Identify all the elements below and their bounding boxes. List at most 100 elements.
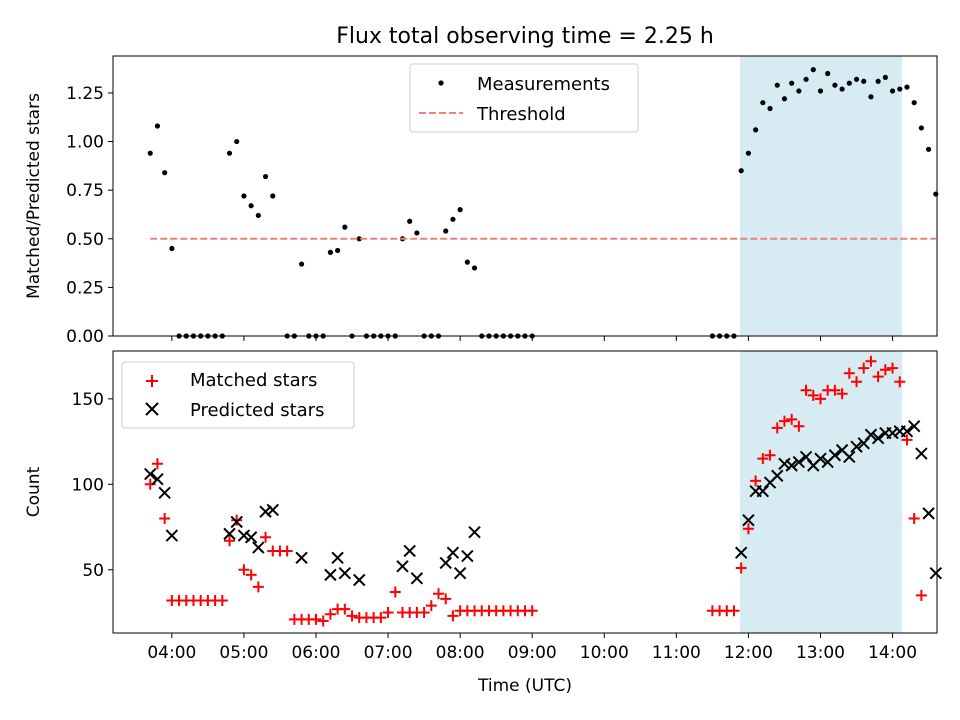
- x-tick-label: 09:00: [508, 643, 557, 663]
- measurement-point: [825, 70, 831, 77]
- y-tick-label: 100: [72, 475, 104, 495]
- measurement-point: [356, 236, 362, 242]
- matched-point: [310, 613, 322, 625]
- predicted-point: [396, 560, 409, 573]
- predicted-point: [850, 440, 863, 453]
- measurement-point: [414, 230, 420, 236]
- predicted-point: [461, 549, 474, 563]
- measurement-point: [270, 193, 276, 199]
- y-tick-label: 0.25: [66, 278, 104, 298]
- bottom-legend-box: [121, 361, 355, 429]
- matched-point: [144, 478, 156, 490]
- measurement-point: [738, 168, 744, 174]
- top-y-axis-label: Matched/Predicted stars: [24, 93, 44, 299]
- matched-point: [728, 605, 740, 617]
- predicted-point: [771, 469, 784, 482]
- top-highlight-span: [740, 56, 903, 336]
- bottom-plot-marks: [144, 355, 943, 627]
- predicted-point: [735, 546, 748, 559]
- measurement-point: [911, 100, 917, 106]
- predicted-point: [165, 529, 179, 542]
- matched-point: [858, 362, 870, 374]
- measurement-point: [839, 86, 845, 92]
- measurement-point: [861, 78, 867, 84]
- predicted-point: [446, 546, 460, 559]
- measurement-point: [832, 82, 838, 88]
- matched-point: [800, 384, 812, 396]
- y-tick-label: 150: [72, 390, 104, 410]
- measurement-point: [234, 138, 240, 145]
- legend-measurements-marker: [438, 80, 444, 86]
- x-tick-label: 11:00: [652, 643, 701, 663]
- measurement-point: [817, 88, 824, 94]
- measurement-point: [162, 170, 168, 176]
- measurement-point: [796, 88, 802, 94]
- predicted-point: [324, 568, 337, 582]
- measurement-point: [889, 88, 896, 94]
- predicted-point: [907, 419, 921, 433]
- predicted-point: [922, 507, 935, 520]
- matched-point: [807, 389, 819, 401]
- measurement-point: [457, 207, 463, 213]
- predicted-point: [814, 452, 827, 465]
- matched-point: [375, 612, 387, 624]
- matched-point: [829, 384, 841, 396]
- matched-point: [281, 545, 293, 557]
- matched-point: [231, 514, 243, 526]
- matched-point: [865, 355, 877, 367]
- top-legend: Measurements Threshold: [409, 63, 639, 133]
- predicted-point: [244, 531, 258, 544]
- predicted-point: [403, 544, 416, 558]
- legend-predicted-label: Predicted stars: [190, 400, 324, 421]
- matched-point: [260, 531, 272, 543]
- bottom-y-axis: 50 100 150: [72, 390, 113, 581]
- legend-measurements-label: Measurements: [477, 74, 610, 95]
- matched-point: [216, 595, 228, 607]
- matched-point: [245, 569, 257, 581]
- measurement-point: [471, 265, 478, 271]
- matched-point: [836, 388, 848, 400]
- predicted-point: [843, 450, 856, 464]
- measurement-point: [753, 127, 759, 133]
- bottom-panel: 50 100 150 04:00 05:00 06:00 07:00 08:00 09:00 1…: [24, 350, 943, 663]
- y-tick-label: 50: [82, 561, 104, 581]
- predicted-point: [468, 525, 481, 539]
- bottom-legend: Matched stars Predicted stars: [121, 361, 355, 429]
- predicted-point: [828, 449, 842, 462]
- matched-point: [526, 605, 538, 617]
- predicted-point: [252, 541, 265, 554]
- predicted-point: [338, 566, 352, 580]
- matched-point: [238, 564, 250, 576]
- matched-point: [843, 367, 855, 379]
- matched-point: [793, 420, 805, 432]
- matched-point: [894, 376, 906, 388]
- matched-point: [440, 593, 452, 605]
- matched-point: [151, 458, 163, 470]
- top-plot-frame: [112, 55, 938, 337]
- predicted-point: [237, 529, 251, 542]
- measurement-point: [262, 173, 269, 180]
- y-tick-label: 1.25: [66, 84, 104, 104]
- measurement-point: [918, 125, 924, 131]
- predicted-point: [230, 515, 243, 529]
- measurement-point: [443, 228, 449, 234]
- predicted-point: [144, 467, 157, 481]
- legend-matched-label: Matched stars: [190, 370, 317, 391]
- predicted-point: [151, 472, 164, 486]
- top-plot-marks: [147, 67, 939, 339]
- matched-point: [159, 512, 171, 524]
- matched-point: [418, 606, 430, 618]
- matched-point: [433, 588, 445, 600]
- legend-matched-marker: [146, 375, 158, 387]
- measurement-point: [335, 247, 341, 254]
- matched-point: [425, 600, 437, 612]
- measurement-point: [882, 74, 888, 80]
- matched-point: [872, 371, 884, 383]
- matched-point: [339, 603, 351, 615]
- measurement-point: [767, 105, 773, 112]
- predicted-point: [353, 573, 366, 587]
- y-tick-label: 1.00: [66, 133, 104, 153]
- measurement-point: [875, 78, 881, 84]
- predicted-point: [295, 551, 308, 565]
- predicted-point: [871, 431, 885, 445]
